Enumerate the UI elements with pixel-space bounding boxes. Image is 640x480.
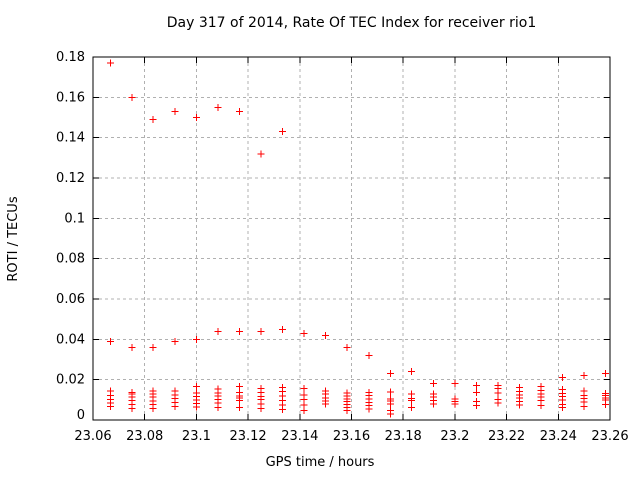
x-tick-label: 23.14 <box>281 429 318 444</box>
x-tick-label: 23.06 <box>74 429 111 444</box>
scatter-point <box>257 150 265 158</box>
scatter-point <box>451 400 459 408</box>
scatter-point <box>429 400 437 408</box>
scatter-point <box>236 107 244 115</box>
scatter-point <box>386 370 394 378</box>
scatter-point <box>236 327 244 335</box>
scatter-point <box>429 380 437 388</box>
scatter-point <box>214 103 222 111</box>
scatter-point <box>236 403 244 411</box>
scatter-point <box>580 372 588 380</box>
scatter-point <box>106 337 114 345</box>
scatter-point <box>322 331 330 339</box>
scatter-point <box>149 343 157 351</box>
scatter-point <box>214 327 222 335</box>
scatter-point <box>472 382 480 390</box>
scatter-point <box>322 400 330 408</box>
scatter-point <box>149 116 157 124</box>
x-tick-label: 23.08 <box>126 429 163 444</box>
scatter-point <box>451 380 459 388</box>
scatter-point <box>106 402 114 410</box>
scatter-point <box>278 406 286 414</box>
scatter-point <box>386 410 394 418</box>
scatter-point <box>128 343 136 351</box>
scatter-point <box>343 407 351 415</box>
scatter-point <box>516 401 524 409</box>
plot-border <box>92 56 611 421</box>
scatter-point <box>300 407 308 415</box>
y-tick-label: 0.16 <box>56 90 85 105</box>
scatter-point <box>236 397 244 405</box>
x-tick-label: 23.16 <box>333 429 370 444</box>
scatter-point <box>300 329 308 337</box>
scatter-point <box>580 403 588 411</box>
y-tick-label: 0.18 <box>56 50 85 65</box>
y-tick-label: 0.02 <box>56 373 85 388</box>
scatter-point <box>300 384 308 392</box>
series-1-mid-roti-satellite <box>106 325 610 390</box>
scatter-point <box>278 128 286 136</box>
scatter-point <box>365 405 373 413</box>
scatter-point <box>128 93 136 101</box>
scatter-point <box>559 374 567 382</box>
scatter-point <box>128 404 136 412</box>
scatter-point <box>386 400 394 408</box>
x-tick-label: 23.1 <box>182 429 211 444</box>
scatter-point <box>192 403 200 411</box>
scatter-point <box>171 337 179 345</box>
scatter-point <box>602 400 610 408</box>
series-2-quiet-satellites <box>106 382 610 418</box>
y-tick-label: 0.12 <box>56 171 85 186</box>
scatter-point <box>408 397 416 405</box>
scatter-point <box>494 399 502 407</box>
scatter-point <box>343 343 351 351</box>
scatter-point <box>106 59 114 67</box>
scatter-point <box>214 403 222 411</box>
scatter-point <box>559 404 567 412</box>
y-tick-label: 0 <box>77 408 85 423</box>
scatter-point <box>537 402 545 410</box>
x-tick-label: 23.2 <box>440 429 469 444</box>
scatter-point <box>386 388 394 396</box>
y-tick-label: 0.08 <box>56 252 85 267</box>
scatter-point <box>192 335 200 343</box>
y-tick-label: 0.1 <box>64 211 85 226</box>
chart-title: Day 317 of 2014, Rate Of TEC Index for r… <box>166 15 537 31</box>
y-tick-label: 0.04 <box>56 332 85 347</box>
scatter-point <box>365 351 373 359</box>
x-tick-label: 23.26 <box>591 429 628 444</box>
scatter-point <box>236 382 244 390</box>
scatter-point <box>408 403 416 411</box>
x-tick-label: 23.22 <box>488 429 525 444</box>
x-tick-label: 23.18 <box>385 429 422 444</box>
scatter-point <box>602 370 610 378</box>
scatter-point <box>171 107 179 115</box>
scatter-point <box>472 388 480 396</box>
scatter-point <box>257 404 265 412</box>
y-tick-label: 0.14 <box>56 131 85 146</box>
scatter-point <box>192 114 200 121</box>
scatter-point <box>278 325 286 333</box>
x-tick-label: 23.12 <box>229 429 266 444</box>
scatter-point <box>149 404 157 412</box>
scatter-point <box>472 402 480 410</box>
x-axis-label: GPS time / hours <box>265 455 375 470</box>
scatter-point <box>171 402 179 410</box>
scatter-point <box>494 389 502 397</box>
scatter-point <box>408 368 416 376</box>
scatter-point <box>192 382 200 390</box>
scatter-point <box>257 327 265 335</box>
tick-labels: 23.06 23.08 23.1 23.12 23.14 23.16 23.18 23.2 23… <box>56 50 629 444</box>
y-tick-label: 0.06 <box>56 292 85 307</box>
x-tick-label: 23.24 <box>540 429 577 444</box>
gridlines <box>93 57 610 420</box>
series-0-high-roti-satellite <box>106 59 286 158</box>
